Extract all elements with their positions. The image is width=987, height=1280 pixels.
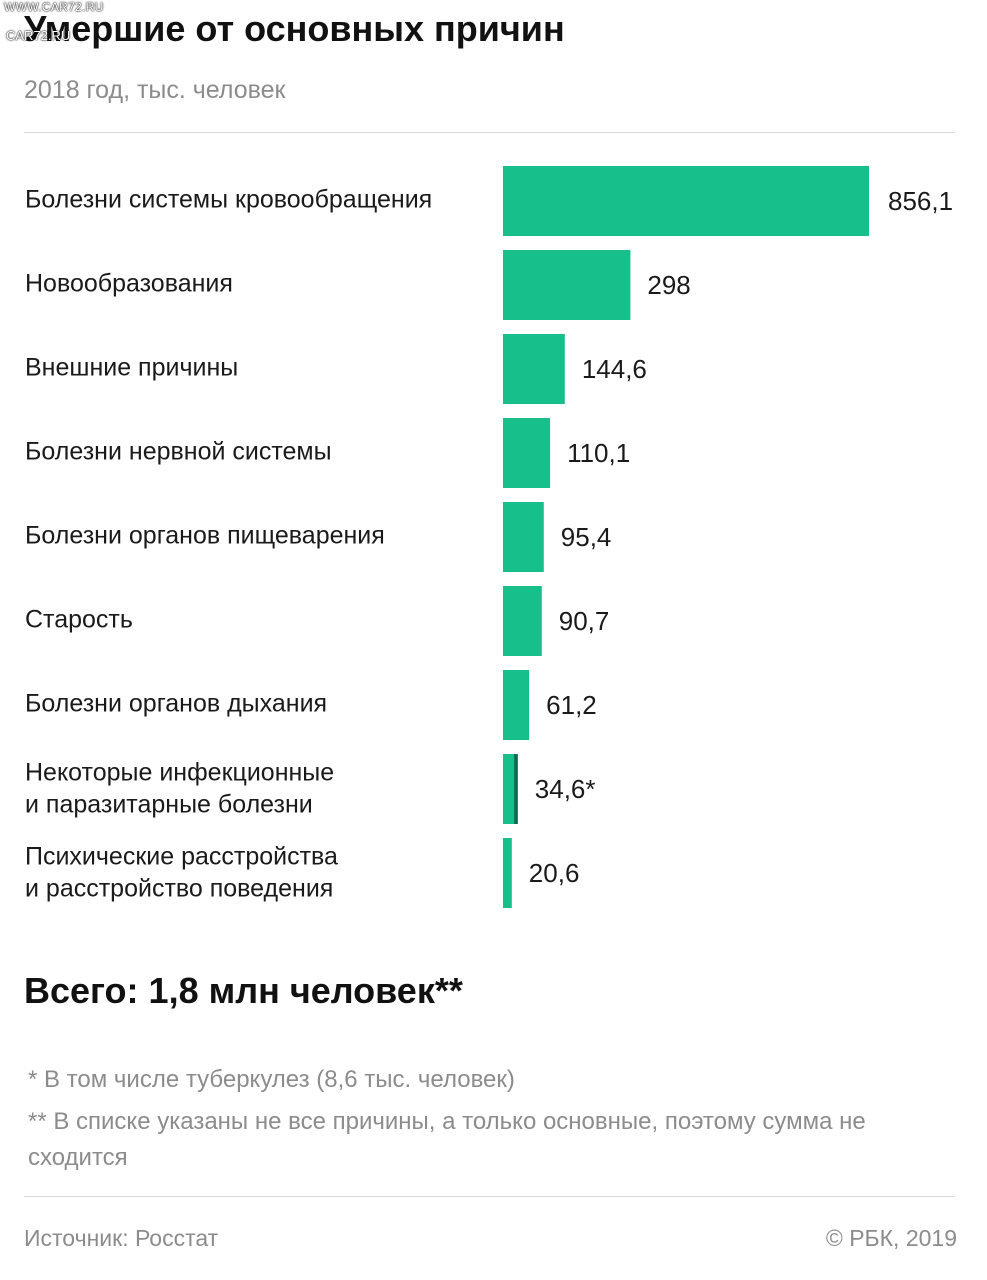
copyright-label: © РБК, 2019	[825, 1225, 957, 1251]
category-label: и паразитарные болезни	[25, 791, 313, 819]
value-label: 90,7	[559, 606, 610, 636]
bar	[503, 502, 544, 572]
category-label: и расстройство поведения	[25, 875, 333, 903]
bar	[503, 166, 869, 236]
category-label: Болезни нервной системы	[25, 438, 332, 466]
footnote-main-causes: ** В списке указаны не все причины, а то…	[28, 1108, 866, 1171]
category-label: Болезни системы кровообращения	[25, 186, 432, 214]
watermark-site: WWW.CAR72.RU	[4, 0, 104, 14]
category-label: Психические расстройства	[25, 843, 338, 871]
value-label: 298	[647, 270, 690, 300]
value-label: 61,2	[546, 690, 597, 720]
watermark-logo: CAR72.RU	[6, 28, 71, 43]
category-label: Некоторые инфекционные	[25, 759, 334, 787]
category-label: Внешние причины	[25, 354, 238, 382]
category-label: Болезни органов пищеварения	[25, 522, 385, 550]
value-label: 20,6	[529, 858, 580, 888]
bar-subset	[514, 754, 518, 824]
bar	[503, 838, 512, 908]
bar-chart: Болезни системы кровообращения 856,1 Новоо…	[25, 166, 953, 908]
bar	[503, 670, 530, 740]
value-label: 95,4	[561, 522, 612, 552]
category-label: Новообразования	[25, 270, 233, 298]
category-label: Болезни органов дыхания	[25, 690, 327, 718]
value-label: 110,1	[567, 438, 630, 468]
bar	[503, 250, 631, 320]
bar	[503, 334, 565, 404]
chart-title: Умершие от основных причин	[24, 8, 565, 49]
footnote-tuberculosis: * В том числе туберкулез (8,6 тыс. челов…	[28, 1066, 515, 1093]
value-label: 144,6	[582, 354, 647, 384]
top-divider	[24, 132, 955, 133]
bar	[503, 418, 551, 488]
value-label: 34,6*	[535, 774, 596, 804]
bottom-divider	[24, 1196, 955, 1197]
source-label: Источник: Росстат	[24, 1225, 219, 1251]
chart-subtitle: 2018 год, тыс. человек	[24, 76, 286, 104]
category-label: Старость	[25, 606, 133, 634]
value-label: 856,1	[888, 186, 953, 216]
bar	[503, 586, 542, 656]
total-label: Всего: 1,8 млн человек**	[24, 970, 463, 1011]
bar	[503, 754, 518, 824]
